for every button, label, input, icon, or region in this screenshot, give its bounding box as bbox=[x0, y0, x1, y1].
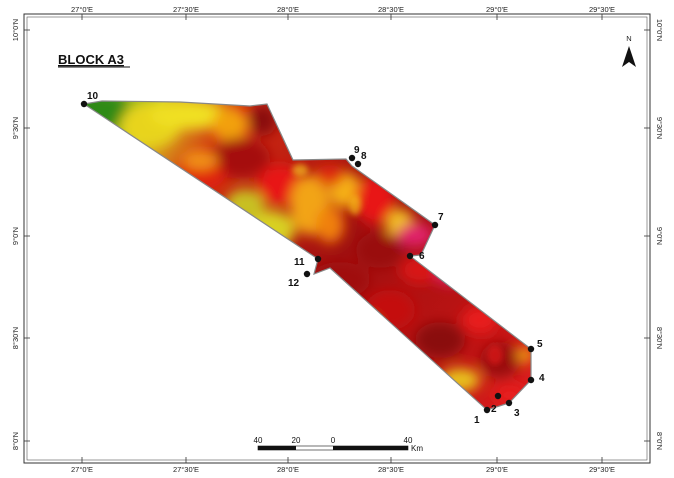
scale-bar: 40 20 0 40 Km bbox=[254, 436, 424, 453]
lat-tick-left-2: 9°30'N bbox=[11, 117, 20, 139]
corner-label-5: 5 bbox=[537, 339, 543, 350]
block-a3-outline bbox=[82, 100, 532, 411]
lat-tick-right-2: 9°30'N bbox=[655, 117, 664, 139]
corner-label-1: 1 bbox=[474, 415, 480, 426]
lon-tick-bottom-5: 29°0'E bbox=[486, 465, 508, 474]
corner-label-11: 11 bbox=[294, 257, 305, 268]
lat-tick-right-3: 9°0'N bbox=[655, 227, 664, 245]
lon-tick-top-3: 28°0'E bbox=[277, 5, 299, 14]
corner-point-12 bbox=[303, 270, 311, 278]
lat-tick-left-4: 8°30'N bbox=[11, 327, 20, 349]
map-title: BLOCK A3 bbox=[58, 52, 124, 67]
corner-label-12: 12 bbox=[288, 278, 300, 289]
lon-tick-top-5: 29°0'E bbox=[486, 5, 508, 14]
lon-tick-top-1: 27°0'E bbox=[71, 5, 93, 14]
lat-tick-right-5: 8°0'N bbox=[655, 432, 664, 450]
corner-label-6: 6 bbox=[419, 251, 425, 262]
corner-point-10 bbox=[80, 100, 88, 108]
lon-tick-top-4: 28°30'E bbox=[378, 5, 404, 14]
scale-unit: Km bbox=[411, 444, 423, 453]
north-arrow-icon: N bbox=[622, 34, 636, 67]
lat-tick-right-1: 10°0'N bbox=[655, 19, 664, 41]
lon-tick-bottom-4: 28°30'E bbox=[378, 465, 404, 474]
scale-label-40-left: 40 bbox=[254, 436, 263, 445]
lat-tick-right-4: 8°30'N bbox=[655, 327, 664, 349]
corner-points: 1 2 3 4 5 6 7 8 9 10 11 12 bbox=[80, 91, 545, 426]
corner-label-4: 4 bbox=[539, 373, 545, 384]
scale-label-0: 0 bbox=[331, 436, 336, 445]
scale-label-40-right: 40 bbox=[404, 436, 413, 445]
corner-point-8 bbox=[354, 160, 362, 168]
north-label: N bbox=[626, 34, 631, 43]
longitude-labels-top: 27°0'E 27°30'E 28°0'E 28°30'E 29°0'E 29°… bbox=[71, 5, 615, 14]
lat-tick-left-1: 10°0'N bbox=[11, 19, 20, 41]
tick-marks bbox=[24, 14, 650, 463]
corner-point-6 bbox=[406, 252, 414, 260]
corner-point-7 bbox=[431, 221, 439, 229]
latitude-labels-right: 10°0'N 9°30'N 9°0'N 8°30'N 8°0'N bbox=[655, 19, 664, 450]
corner-label-3: 3 bbox=[514, 408, 520, 419]
lat-tick-left-5: 8°0'N bbox=[11, 432, 20, 450]
corner-point-2 bbox=[494, 392, 502, 400]
lon-tick-top-6: 29°30'E bbox=[589, 5, 615, 14]
lon-tick-bottom-3: 28°0'E bbox=[277, 465, 299, 474]
lon-tick-top-2: 27°30'E bbox=[173, 5, 199, 14]
map-frame-inner bbox=[26, 16, 648, 461]
corner-point-5 bbox=[527, 345, 535, 353]
corner-point-11 bbox=[314, 255, 322, 263]
lon-tick-bottom-1: 27°0'E bbox=[71, 465, 93, 474]
scale-label-20: 20 bbox=[292, 436, 301, 445]
corner-point-9 bbox=[348, 154, 356, 162]
longitude-labels-bottom: 27°0'E 27°30'E 28°0'E 28°30'E 29°0'E 29°… bbox=[71, 465, 615, 474]
lat-tick-left-3: 9°0'N bbox=[11, 227, 20, 245]
corner-label-7: 7 bbox=[438, 212, 444, 223]
lon-tick-bottom-6: 29°30'E bbox=[589, 465, 615, 474]
latitude-labels-left: 10°0'N 9°30'N 9°0'N 8°30'N 8°0'N bbox=[11, 19, 20, 450]
corner-point-3 bbox=[505, 399, 513, 407]
corner-label-8: 8 bbox=[361, 151, 367, 162]
corner-label-2: 2 bbox=[491, 404, 497, 415]
corner-point-4 bbox=[527, 376, 535, 384]
corner-label-10: 10 bbox=[87, 91, 99, 102]
lon-tick-bottom-2: 27°30'E bbox=[173, 465, 199, 474]
corner-label-9: 9 bbox=[354, 145, 360, 156]
corner-point-1 bbox=[483, 406, 491, 414]
